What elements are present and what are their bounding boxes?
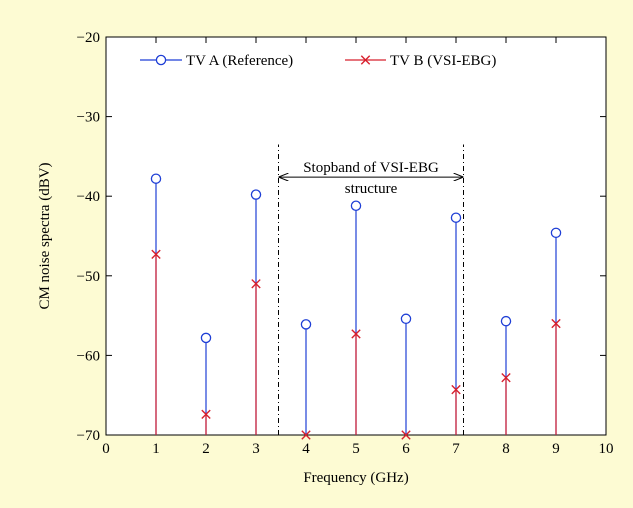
y-tick-label: −40	[77, 189, 100, 205]
data-point-circle	[500, 315, 512, 327]
y-tick-label: −20	[77, 30, 100, 46]
legend-marker-cross	[360, 55, 371, 65]
stopband-label-line-1: Stopband of VSI-EBG	[303, 160, 439, 176]
data-point-cross	[401, 430, 411, 440]
x-tick-label: 8	[502, 441, 510, 457]
data-point-cross	[301, 430, 311, 440]
x-tick-label: 7	[452, 441, 460, 457]
data-point-cross	[551, 318, 561, 329]
stopband-annotation: Stopband of VSI-EBG structure	[278, 144, 464, 435]
x-tick-label: 3	[252, 441, 260, 457]
x-tick-label: 6	[402, 441, 410, 457]
data-point-circle	[550, 227, 562, 239]
data-point-cross	[501, 372, 511, 383]
data-point-circle	[300, 319, 312, 330]
legend-label: TV A (Reference)	[186, 53, 293, 69]
data-point-cross	[201, 409, 211, 419]
axis-ticks: 0 1 2 3 4 5 6 7 8 9 10 −70 −60 −50 −40 −30 −20	[77, 30, 614, 457]
y-axis-label: CM noise spectra (dBV)	[37, 162, 53, 309]
legend-marker-circle	[155, 54, 167, 66]
data-point-cross	[451, 384, 461, 395]
x-tick-label: 1	[152, 441, 160, 457]
y-tick-label: −30	[77, 110, 100, 126]
data-point-cross	[151, 249, 161, 260]
x-tick-label: 10	[599, 441, 614, 457]
y-tick-label: −70	[77, 428, 100, 444]
x-tick-label: 9	[552, 441, 560, 457]
data-point-circle	[450, 212, 462, 223]
x-axis-label: Frequency (GHz)	[303, 470, 408, 486]
data-point-circle	[200, 332, 212, 344]
data-point-cross	[251, 279, 261, 289]
data-point-circle	[150, 173, 162, 184]
data-point-circle	[400, 313, 412, 325]
data-point-cross	[351, 329, 361, 339]
markers	[150, 173, 562, 440]
x-tick-label: 2	[202, 441, 210, 457]
x-tick-label: 4	[302, 441, 310, 457]
data-point-circle	[350, 200, 362, 212]
data-point-circle	[250, 189, 262, 200]
stopband-label-line-2: structure	[345, 181, 398, 197]
x-tick-label: 0	[102, 441, 110, 457]
stems	[155, 178, 557, 435]
x-tick-label: 5	[352, 441, 360, 457]
y-tick-label: −60	[77, 348, 100, 364]
y-tick-label: −50	[77, 269, 100, 285]
legend-label: TV B (VSI-EBG)	[390, 53, 496, 69]
legend: TV A (Reference) TV B (VSI-EBG)	[140, 53, 496, 69]
